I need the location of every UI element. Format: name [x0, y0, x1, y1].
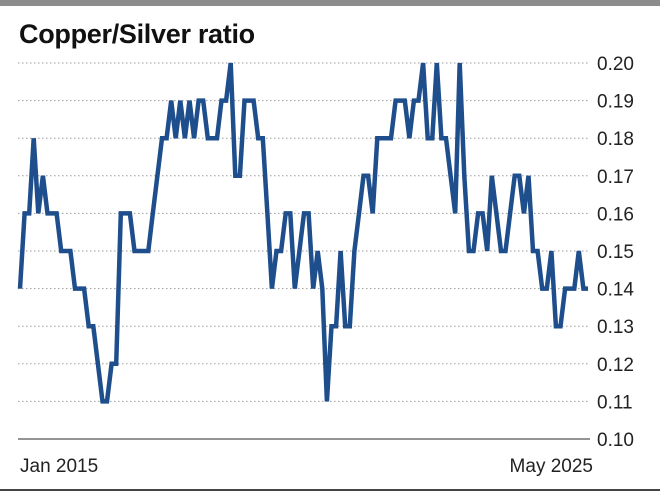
- y-tick-label: 0.10: [597, 430, 634, 451]
- y-tick-label: 0.16: [597, 204, 634, 225]
- x-tick-label-start: Jan 2015: [20, 456, 98, 477]
- y-tick-label: 0.20: [597, 54, 634, 75]
- y-axis-tick-labels: 0.20 0.19 0.18 0.17 0.16 0.15 0.14 0.13 0.12 0.11…: [597, 54, 634, 451]
- y-tick-label: 0.15: [597, 242, 634, 263]
- grid: [18, 62, 590, 440]
- series-group: [17, 62, 588, 404]
- y-tick-label: 0.13: [597, 317, 634, 338]
- series-line-0: [17, 62, 588, 404]
- chart-title: Copper/Silver ratio: [19, 19, 255, 49]
- y-tick-label: 0.11: [597, 392, 633, 413]
- x-axis-tick-labels: Jan 2015 May 2025: [20, 456, 593, 477]
- y-tick-label: 0.17: [597, 167, 634, 188]
- y-tick-label: 0.18: [597, 129, 634, 150]
- x-tick-label-end: May 2025: [510, 456, 593, 477]
- y-tick-label: 0.12: [597, 355, 634, 376]
- bottom-rule: [0, 489, 660, 491]
- y-tick-label: 0.14: [597, 280, 634, 301]
- top-rule: [0, 0, 660, 6]
- y-tick-label: 0.19: [597, 92, 634, 113]
